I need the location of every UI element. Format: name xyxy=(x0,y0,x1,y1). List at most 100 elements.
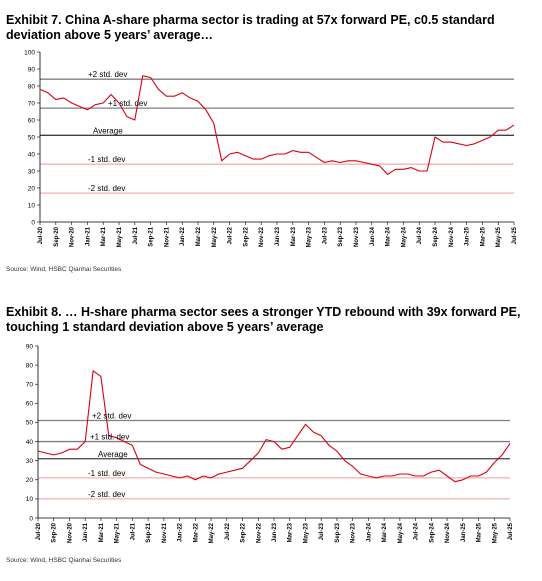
x-tick-label: Sep-21 xyxy=(149,226,155,246)
x-tick-label: Mar-22 xyxy=(196,226,202,246)
pe-series-line xyxy=(37,370,511,483)
minus-1-std-dev-label: -1 std. dev xyxy=(88,155,125,164)
y-tick-label: 70 xyxy=(28,100,36,107)
x-tick-label: Jul-20 xyxy=(38,226,44,244)
y-tick-label: 80 xyxy=(28,83,36,90)
x-tick-label: May-22 xyxy=(209,522,215,543)
x-tick-label: Mar-24 xyxy=(386,226,392,246)
plus-1-std-dev-label: +1 std. dev xyxy=(90,433,129,442)
y-tick-label: 90 xyxy=(26,343,34,350)
exhibit-8-chart: 0 10 20 30 40 50 60 70 80 90 Jul-20 Sep-20 Nov-20 Jan… xyxy=(26,343,514,543)
y-tick-label: 50 xyxy=(28,134,36,141)
x-tick-label: Mar-21 xyxy=(101,226,107,246)
y-tick-label: 100 xyxy=(24,49,35,56)
exhibit-7-source: Source: Wind, HSBC Qianhai Securities xyxy=(6,266,122,273)
y-tick-label: 40 xyxy=(28,151,36,158)
x-tick-label: Mar-25 xyxy=(477,522,483,542)
x-tick-label: May-23 xyxy=(303,522,309,543)
x-tick-label: May-21 xyxy=(115,522,121,543)
x-tick-label: Nov-21 xyxy=(162,522,168,543)
x-tick-label: Sep-24 xyxy=(429,522,435,542)
plus-1-std-dev-label: +1 std. dev xyxy=(108,99,147,108)
y-tick-label: 80 xyxy=(26,362,34,369)
pe-series-line xyxy=(39,75,515,175)
x-tick-label: Mar-21 xyxy=(99,522,105,542)
x-tick-label: Nov-21 xyxy=(164,226,170,247)
x-tick-label: Mar-23 xyxy=(291,226,297,246)
y-tick-label: 0 xyxy=(29,515,33,522)
x-tick-label: May-22 xyxy=(212,226,218,247)
x-tick-label: Jul-24 xyxy=(414,522,420,540)
x-tick-label: Sep-23 xyxy=(338,226,344,246)
x-tick-label: Mar-25 xyxy=(480,226,486,246)
x-tick-label: Jul-23 xyxy=(322,226,328,244)
x-tick-label: Mar-22 xyxy=(193,522,199,542)
x-tick-label: Jul-25 xyxy=(508,522,514,540)
y-tick-label: 20 xyxy=(28,185,36,192)
average-label: Average xyxy=(93,126,123,135)
minus-1-std-dev-label: -1 std. dev xyxy=(88,469,125,478)
y-tick-label: 60 xyxy=(28,117,36,124)
x-tick-label: May-21 xyxy=(117,226,123,247)
x-tick-label: May-24 xyxy=(398,522,404,543)
x-tick-label: Sep-22 xyxy=(241,522,247,542)
y-tick-label: 50 xyxy=(26,420,34,427)
x-tick-label: Jul-23 xyxy=(319,522,325,540)
y-tick-label: 30 xyxy=(28,168,36,175)
x-tick-label: Nov-22 xyxy=(256,522,262,543)
y-tick-label: 10 xyxy=(28,202,36,209)
y-tick-label: 60 xyxy=(26,401,34,408)
y-tick-label: 70 xyxy=(26,382,34,389)
x-tick-label: Sep-24 xyxy=(433,226,439,246)
x-tick-label: Nov-22 xyxy=(259,226,265,247)
plus-2-std-dev-label: +2 std. dev xyxy=(88,70,127,79)
x-tick-label: Jul-22 xyxy=(225,522,231,540)
y-tick-label: 0 xyxy=(31,219,35,226)
exhibit-8-title: Exhibit 8. … H-share pharma sector sees … xyxy=(6,305,521,334)
x-tick-label: May-24 xyxy=(401,226,407,247)
x-tick-label: Nov-24 xyxy=(449,226,455,247)
x-tick-label: May-23 xyxy=(307,226,313,247)
y-tick-label: 10 xyxy=(26,496,34,503)
x-tick-label: Nov-23 xyxy=(354,226,360,247)
exhibit-7-title: Exhibit 7. China A-share pharma sector i… xyxy=(6,13,495,42)
x-tick-label: Jul-20 xyxy=(36,522,42,540)
plus-2-std-dev-label: +2 std. dev xyxy=(92,412,131,421)
x-tick-label: Sep-20 xyxy=(54,226,60,246)
x-tick-label: Jan-25 xyxy=(461,522,467,542)
x-tick-label: Jan-23 xyxy=(275,226,281,246)
x-tick-label: Mar-24 xyxy=(382,522,388,542)
x-tick-label: May-25 xyxy=(492,522,498,543)
x-tick-label: Sep-23 xyxy=(335,522,341,542)
y-tick-label: 40 xyxy=(26,439,34,446)
exhibit-8-source: Source: Wind, HSBC Qianhai Securities xyxy=(6,557,122,564)
x-tick-label: Sep-20 xyxy=(52,522,58,542)
x-tick-label: May-25 xyxy=(496,226,502,247)
x-tick-label: Sep-22 xyxy=(243,226,249,246)
x-tick-label: Jan-24 xyxy=(370,226,376,246)
x-tick-label: Jul-22 xyxy=(228,226,234,244)
x-tick-label: Jan-25 xyxy=(465,226,471,246)
average-label: Average xyxy=(98,450,128,459)
x-tick-label: Nov-23 xyxy=(351,522,357,543)
x-tick-label: Jan-22 xyxy=(178,522,184,542)
x-tick-label: Jul-25 xyxy=(512,226,518,244)
x-tick-label: Mar-23 xyxy=(288,522,294,542)
y-tick-label: 30 xyxy=(26,458,34,465)
x-tick-label: Jan-21 xyxy=(85,226,91,246)
x-tick-label: Nov-24 xyxy=(445,522,451,543)
x-tick-label: Nov-20 xyxy=(70,226,76,247)
x-tick-label: Sep-21 xyxy=(146,522,152,542)
x-tick-label: Jan-23 xyxy=(272,522,278,542)
x-tick-label: Jan-24 xyxy=(366,522,372,542)
x-tick-label: Jul-21 xyxy=(133,226,139,244)
minus-2-std-dev-label: -2 std. dev xyxy=(88,184,125,193)
x-tick-label: Jan-21 xyxy=(83,522,89,542)
x-tick-label: Jan-22 xyxy=(180,226,186,246)
y-tick-label: 90 xyxy=(28,66,36,73)
x-tick-label: Jul-21 xyxy=(130,522,136,540)
minus-2-std-dev-label: -2 std. dev xyxy=(88,490,125,499)
exhibit-7-chart: 0 10 20 30 40 50 60 70 80 90 100 Jul-20 Sep-20 Nov-20… xyxy=(24,49,518,247)
y-tick-label: 20 xyxy=(26,477,34,484)
x-tick-label: Nov-20 xyxy=(67,522,73,543)
